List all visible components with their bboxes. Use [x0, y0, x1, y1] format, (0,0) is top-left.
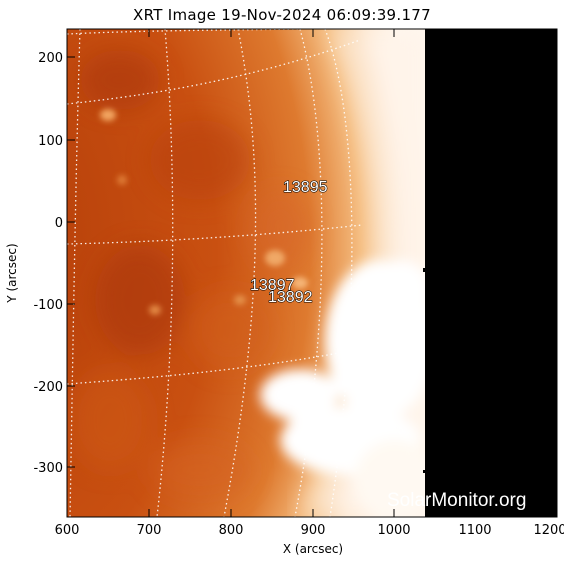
- active-region-label: 13897: [250, 277, 295, 294]
- x-tick-label: 900: [301, 523, 326, 538]
- watermark-text: SolarMonitor.org: [387, 490, 526, 511]
- x-tick-label: 600: [55, 523, 80, 538]
- plot-frame: [66, 28, 558, 518]
- x-tick-label: 800: [219, 523, 244, 538]
- y-tick-label: 200: [38, 51, 63, 66]
- active-region-label: 13895: [283, 179, 328, 196]
- y-axis: [67, 56, 557, 468]
- y-tick-label: -100: [33, 298, 63, 313]
- y-tick-labels: 200 100 0 -100 -200 -300: [33, 51, 63, 476]
- xray-image: 13895 13897 13892 SolarMonitor.org: [67, 29, 557, 517]
- y-tick-label: -300: [33, 461, 63, 476]
- off-limb-region: [425, 29, 557, 517]
- x-axis: [148, 29, 476, 517]
- x-tick-label: 700: [137, 523, 162, 538]
- x-tick-labels: 600 700 800 900 1000 1100 1200: [55, 523, 564, 538]
- y-tick-label: 0: [55, 216, 63, 231]
- x-tick-label: 1000: [377, 523, 410, 538]
- x-tick-label: 1200: [533, 523, 564, 538]
- x-axis-title: X (arcsec): [283, 542, 343, 556]
- y-tick-label: 100: [38, 134, 63, 149]
- plot-title: XRT Image 19-Nov-2024 06:09:39.177: [133, 6, 431, 24]
- active-region-label: 13892: [268, 289, 313, 306]
- y-axis-title: Y (arcsec): [5, 243, 19, 303]
- x-tick-label: 1100: [458, 523, 491, 538]
- y-tick-label: -200: [33, 380, 63, 395]
